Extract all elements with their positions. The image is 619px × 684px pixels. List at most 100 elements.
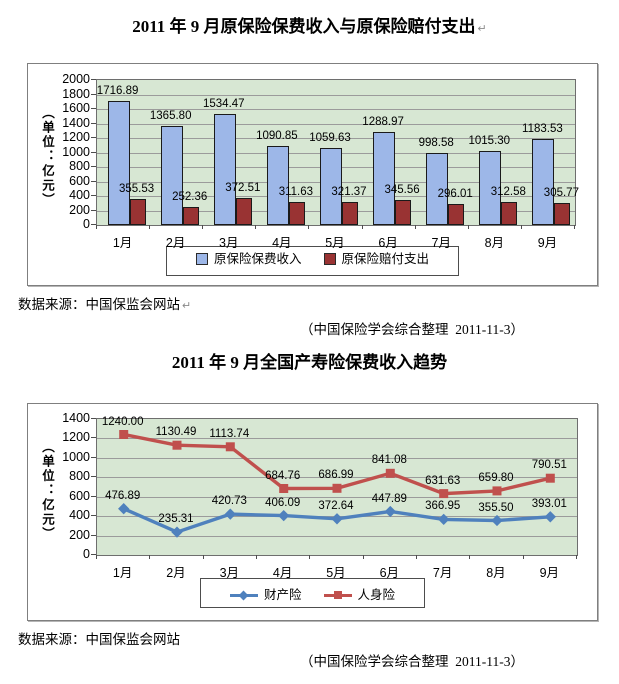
- data-label: 1534.47: [203, 97, 245, 110]
- data-label: 312.58: [490, 186, 526, 199]
- data-label: 420.73: [211, 495, 247, 508]
- y-tick-mark: [91, 122, 96, 124]
- y-tick-mark: [91, 534, 96, 536]
- legend-marker-icon: [238, 590, 249, 600]
- y-tick-label: 1400: [62, 411, 90, 425]
- y-tick-label: 600: [69, 173, 90, 188]
- x-tick-mark: [255, 225, 257, 229]
- legend-swatch-icon: [323, 253, 336, 265]
- bar-原保险保费收入-6月: [373, 131, 396, 225]
- x-axis-label: 9月: [539, 566, 560, 580]
- bar-原保险保费收入-1月: [107, 100, 130, 225]
- bar-原保险保费收入-2月: [160, 126, 183, 225]
- gridline: [97, 138, 575, 139]
- y-tick-mark: [91, 515, 96, 517]
- legend: 原保险保费收入 原保险赔付支出: [165, 246, 460, 276]
- legend-marker-icon: [333, 590, 342, 599]
- legend-wrap: 原保险保费收入 原保险赔付支出: [28, 246, 597, 276]
- legend-item-人身险: 人身险: [323, 588, 395, 602]
- x-tick-mark: [96, 225, 97, 229]
- chart1-title: 2011 年 9 月原保险保费收入与原保险赔付支出 ↵: [0, 16, 619, 40]
- x-tick-mark: [309, 555, 311, 559]
- y-tick-mark: [91, 437, 96, 439]
- chart2-title: 2011 年 9 月全国产寿险保费收入趋势: [171, 353, 448, 372]
- bar-原保险赔付支出-2月: [182, 206, 199, 225]
- legend-line-icon: [323, 590, 352, 599]
- bar-原保险保费收入-4月: [266, 145, 289, 225]
- y-tick-label: 1000: [62, 449, 90, 464]
- data-label: 686.99: [318, 469, 354, 482]
- data-label: 1059.63: [309, 132, 351, 145]
- legend-wrap: 财产险 人身险: [28, 577, 597, 608]
- y-tick-mark: [91, 476, 96, 478]
- data-label: 1183.53: [522, 123, 563, 136]
- x-axis-label: 6月: [378, 236, 398, 250]
- y-axis-unit-label: （单位：亿元）: [40, 440, 54, 542]
- data-label: 393.01: [531, 497, 567, 510]
- y-tick-mark: [91, 456, 96, 458]
- x-tick-mark: [149, 225, 151, 229]
- credit-note-2: （中国保险学会综合整理 2011-11-3）: [300, 654, 524, 669]
- y-tick-mark: [91, 195, 96, 196]
- data-label: 790.51: [531, 459, 567, 472]
- y-tick-label: 0: [83, 547, 90, 561]
- x-tick-mark: [520, 225, 522, 229]
- y-tick-mark: [91, 166, 96, 167]
- gridline: [97, 535, 577, 537]
- x-axis-label: 9月: [537, 236, 558, 250]
- y-tick-label: 400: [69, 508, 90, 523]
- data-source-note-1: 数据来源：中国保监会网站 ↵: [18, 297, 191, 314]
- bar-原保险保费收入-9月: [532, 139, 555, 225]
- data-label: 659.80: [478, 471, 514, 484]
- x-axis-label: 1月: [112, 236, 133, 250]
- legend-item-财产险: 财产险: [229, 588, 302, 602]
- data-source-text: 数据来源：中国保监会网站: [18, 297, 180, 312]
- bar-原保险保费收入-3月: [213, 113, 236, 225]
- x-tick-mark: [414, 225, 416, 229]
- x-tick-mark: [522, 555, 524, 559]
- legend-label: 原保险保费收入: [213, 252, 302, 266]
- bar-chart-premium-vs-payout[interactable]: （单位：亿元） 原保险保费收入 原保险赔付支出 0 200 400 600 800 1000…: [27, 63, 598, 286]
- data-label: 998.58: [418, 136, 454, 149]
- x-tick-mark: [361, 225, 363, 229]
- data-label: 372.64: [318, 499, 354, 512]
- x-axis-label: 7月: [432, 566, 453, 580]
- y-tick-mark: [91, 495, 96, 497]
- y-tick-mark: [91, 137, 96, 138]
- y-tick-mark: [91, 224, 96, 225]
- y-tick-label: 2000: [62, 72, 90, 86]
- y-tick-label: 200: [69, 202, 90, 217]
- x-tick-mark: [96, 555, 97, 559]
- data-label: 305.77: [543, 186, 579, 199]
- data-label: 321.37: [331, 185, 367, 198]
- data-label: 311.63: [278, 186, 314, 199]
- x-tick-mark: [308, 225, 310, 229]
- bar-原保险保费收入-7月: [426, 152, 449, 225]
- gridline: [97, 496, 577, 498]
- line-chart-premium-trend[interactable]: （单位：亿元） 财产险 人身险 0 200 400 600 800 1000 1200 1400…: [27, 403, 598, 621]
- x-tick-mark: [467, 225, 469, 229]
- y-tick-mark: [91, 93, 96, 95]
- x-tick-mark: [202, 555, 204, 559]
- legend-line-icon: [229, 590, 258, 600]
- bar-原保险赔付支出-7月: [448, 203, 465, 225]
- x-tick-mark: [469, 555, 471, 559]
- y-tick-label: 1200: [62, 430, 90, 445]
- data-label: 372.51: [225, 182, 261, 194]
- bar-原保险保费收入-8月: [479, 151, 502, 225]
- x-axis-label: 4月: [272, 566, 293, 580]
- y-tick-label: 1400: [62, 115, 90, 130]
- legend-label: 原保险赔付支出: [341, 252, 430, 266]
- x-tick-mark: [362, 555, 364, 559]
- data-label: 447.89: [371, 492, 407, 505]
- paragraph-mark: ↵: [182, 300, 192, 312]
- data-source-note-2: 数据来源：中国保监会网站: [18, 632, 180, 647]
- data-label: 1716.89: [96, 84, 139, 97]
- data-label: 406.09: [265, 496, 301, 509]
- line-series-svg: [118, 430, 556, 538]
- data-label: 355.53: [119, 183, 155, 196]
- y-tick-mark: [91, 151, 96, 153]
- x-axis-label: 3月: [219, 566, 240, 580]
- y-tick-label: 1200: [62, 130, 90, 144]
- x-tick-mark: [202, 225, 204, 229]
